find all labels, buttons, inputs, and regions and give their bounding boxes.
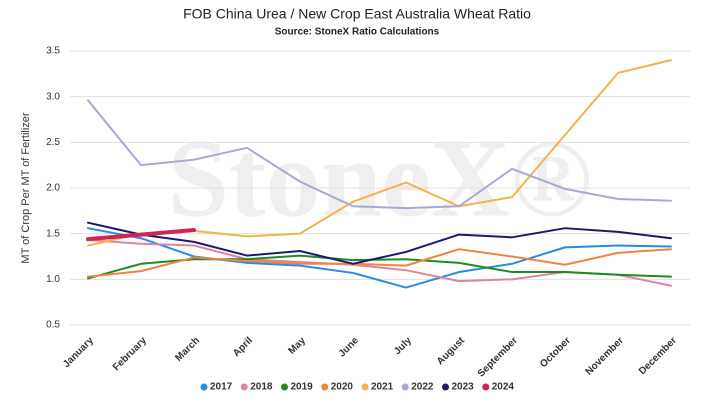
legend-swatch (240, 383, 248, 391)
legend-label: 2021 (371, 382, 394, 393)
x-tick-label: November (584, 335, 626, 377)
x-tick-label: September (476, 335, 520, 379)
line-series (87, 248, 672, 278)
legend-label: 2022 (411, 382, 434, 393)
legend-label: 2023 (452, 382, 475, 393)
legend-swatch (281, 383, 288, 391)
y-tick-label: 3.0 (46, 91, 60, 102)
x-tick-label: August (435, 335, 468, 368)
legend-swatch (442, 383, 449, 391)
y-tick-label: 3.5 (46, 46, 60, 57)
y-axis-label: MT of Crop Per MT of Fertilizer (20, 112, 32, 264)
line-series (87, 99, 672, 210)
y-tick-label: 2.0 (46, 183, 60, 194)
legend-label: 2024 (492, 382, 515, 393)
y-tick-label: 0.5 (46, 320, 60, 331)
y-tick-label: 1.0 (46, 274, 60, 285)
x-tick-label: February (111, 335, 149, 373)
legend-label: 2020 (331, 382, 354, 393)
y-tick-label: 1.5 (46, 228, 60, 239)
x-tick-label: July (392, 335, 414, 357)
x-tick-label: June (337, 335, 362, 360)
watermark: StoneX® (168, 117, 592, 239)
y-tick-label: 2.5 (46, 137, 60, 148)
legend-swatch (361, 383, 369, 391)
x-tick-label: April (231, 335, 255, 359)
x-tick-label: January (61, 335, 96, 370)
chart-title: FOB China Urea / New Crop East Australia… (183, 6, 531, 22)
line-series (87, 221, 672, 265)
legend-label: 2018 (250, 382, 273, 393)
x-tick-label: October (538, 335, 573, 370)
legend-swatch (321, 383, 329, 391)
legend-label: 2017 (210, 382, 233, 393)
legend-swatch (200, 383, 208, 391)
legend-label: 2019 (291, 382, 314, 393)
legend: 2017 2018 2019 2020 2021 2022 2023 2024 (200, 382, 515, 393)
chart-subtitle: Source: StoneX Ratio Calculations (275, 27, 440, 38)
line-series (87, 227, 672, 289)
x-tick-label: March (173, 335, 202, 364)
line-series (86, 228, 196, 242)
legend-swatch (482, 383, 490, 391)
legend-swatch (401, 383, 409, 391)
x-tick-label: May (286, 335, 308, 357)
x-tick-label: December (637, 335, 679, 377)
